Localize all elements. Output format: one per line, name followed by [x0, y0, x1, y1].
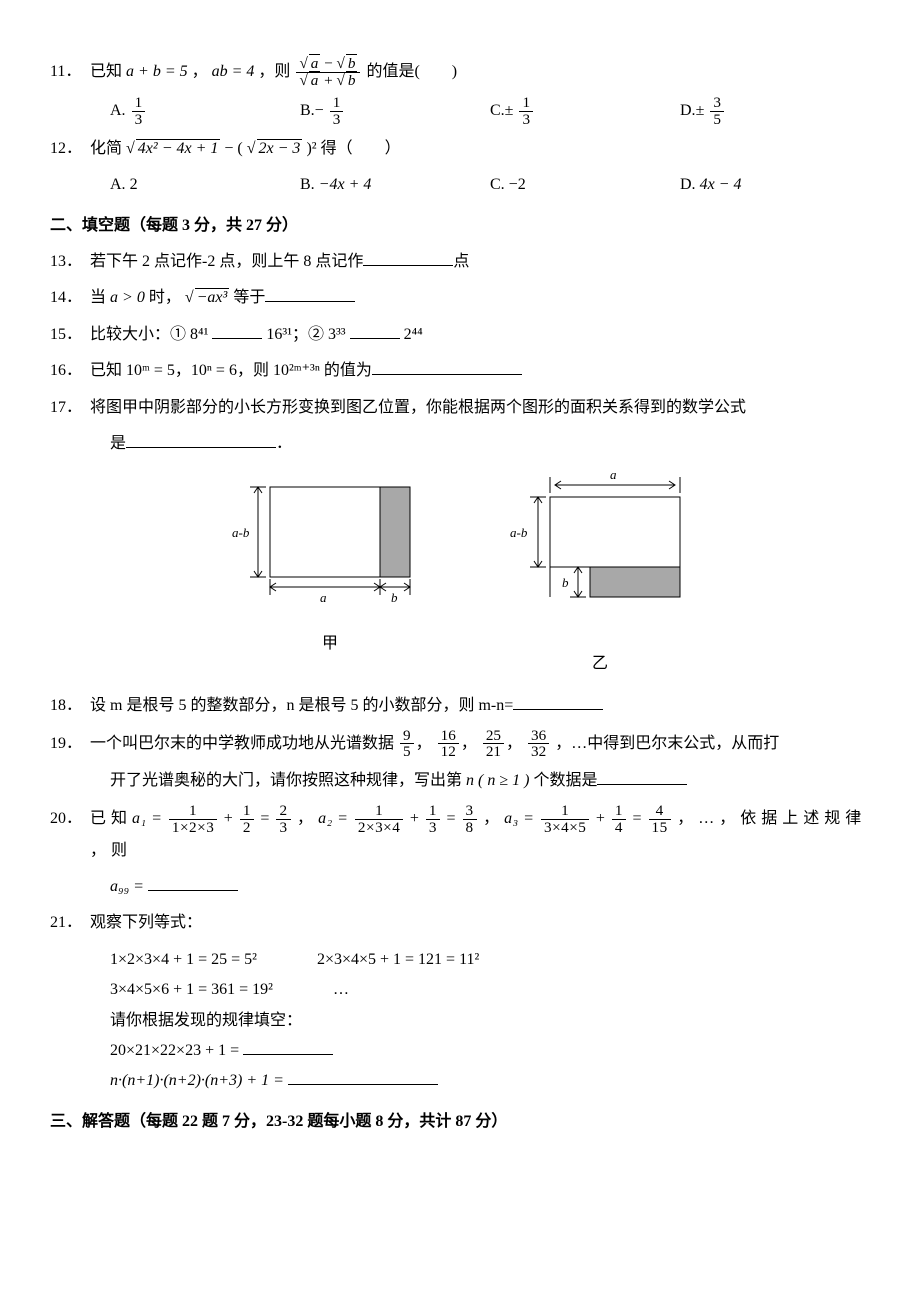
option-c: C.± 13 [490, 95, 680, 128]
blank [243, 1036, 333, 1055]
q21-eqs-2: 3×4×5×6 + 1 = 361 = 19² … [110, 975, 870, 1005]
blank [126, 429, 276, 448]
label-a: a [320, 590, 327, 605]
option-a: A. 13 [110, 95, 300, 128]
q21-blank1: 20×21×22×23 + 1 = [110, 1036, 870, 1066]
options-12: A. 2 B. −4x + 4 C. −2 D. 4x − 4 [110, 170, 870, 200]
q21-prompt: 请你根据发现的规律填空： [110, 1006, 870, 1036]
qnum: 16． [50, 356, 90, 386]
caption-jia: 甲 [220, 629, 440, 659]
eq: ab = 4 [212, 63, 255, 80]
section-2-title: 二、填空题（每题 3 分，共 27 分） [50, 211, 870, 241]
blank [597, 767, 687, 786]
qnum: 18． [50, 691, 90, 721]
qnum: 21． [50, 908, 90, 938]
qnum: 17． [50, 393, 90, 423]
blank [212, 320, 262, 339]
qnum: 12． [50, 134, 90, 164]
label-b: b [562, 575, 569, 590]
section-3-title: 三、解答题（每题 22 题 7 分，23-32 题每小题 8 分，共计 87 分… [50, 1107, 870, 1137]
figure-yi-svg: a a-b b [500, 467, 700, 637]
blank [513, 692, 603, 711]
option-c: C. −2 [490, 170, 680, 200]
label-b: b [391, 590, 398, 605]
question-17: 17． 将图甲中阴影部分的小长方形变换到图乙位置，你能根据两个图形的面积关系得到… [50, 393, 870, 423]
qnum: 14． [50, 283, 90, 313]
question-19: 19． 一个叫巴尔末的中学教师成功地从光谱数据 95， 1612， 2521， … [50, 728, 870, 761]
option-d: D. 4x − 4 [680, 170, 870, 200]
label-ab: a-b [232, 525, 250, 540]
qnum: 13． [50, 247, 90, 277]
question-14: 14． 当 a > 0 时， √−ax³ 等于 [50, 283, 870, 313]
question-18: 18． 设 m 是根号 5 的整数部分，n 是根号 5 的小数部分，则 m-n= [50, 691, 870, 721]
blank [148, 873, 238, 892]
blank [372, 357, 522, 376]
question-15: 15． 比较大小：① 8⁴¹ 16³¹；② 3³³ 2⁴⁴ [50, 320, 870, 350]
qnum: 20． [50, 804, 90, 834]
qnum: 11． [50, 57, 90, 87]
question-11: 11． 已知 a + b = 5 ， ab = 4 ，则 √a − √b √a … [50, 56, 870, 89]
qnum: 15． [50, 320, 90, 350]
q21-blank2: n·(n+1)·(n+2)·(n+3) + 1 = [110, 1066, 870, 1096]
q17-figures: a-b a b 甲 [50, 467, 870, 679]
qnum: 19． [50, 729, 90, 759]
option-a: A. 2 [110, 170, 300, 200]
label-ab: a-b [510, 525, 528, 540]
option-d: D.± 35 [680, 95, 870, 128]
q19-line2: 开了光谱奥秘的大门，请你按照这种规律，写出第 n ( n ≥ 1 ) 个数据是 [110, 766, 870, 796]
blank [363, 247, 453, 266]
question-21: 21． 观察下列等式： [50, 908, 870, 938]
question-16: 16． 已知 10ᵐ = 5，10ⁿ = 6，则 10²ᵐ⁺³ⁿ 的值为 [50, 356, 870, 386]
question-13: 13． 若下午 2 点记作-2 点，则上午 8 点记作点 [50, 247, 870, 277]
eq: a + b = 5 [126, 63, 188, 80]
q17-line2: 是． [110, 429, 870, 459]
qbody: 化简 √4x² − 4x + 1 − ( √2x − 3 )² 得（ ） [90, 134, 870, 164]
option-b: B. −4x + 4 [300, 170, 490, 200]
caption-yi: 乙 [500, 649, 700, 679]
qbody: 已知 a + b = 5 ， ab = 4 ，则 √a − √b √a + √b… [90, 56, 870, 89]
label-a: a [610, 467, 617, 482]
figure-jia: a-b a b 甲 [220, 467, 440, 679]
question-20: 20． 已 知 a₁ = 11×2×3 + 12 = 23 ， a₂ = 12×… [50, 803, 870, 866]
fraction: √a − √b √a + √b [296, 56, 360, 89]
question-12: 12． 化简 √4x² − 4x + 1 − ( √2x − 3 )² 得（ ） [50, 134, 870, 164]
option-b: B.− 13 [300, 95, 490, 128]
blank [265, 284, 355, 303]
options-11: A. 13 B.− 13 C.± 13 D.± 35 [110, 95, 870, 128]
blank [350, 320, 400, 339]
figure-jia-svg: a-b a b [220, 467, 440, 617]
blank [288, 1067, 438, 1086]
q21-eqs-1: 1×2×3×4 + 1 = 25 = 5² 2×3×4×5 + 1 = 121 … [110, 945, 870, 975]
q20-line2: a₉₉ = [110, 872, 870, 902]
figure-yi: a a-b b 乙 [500, 467, 700, 679]
